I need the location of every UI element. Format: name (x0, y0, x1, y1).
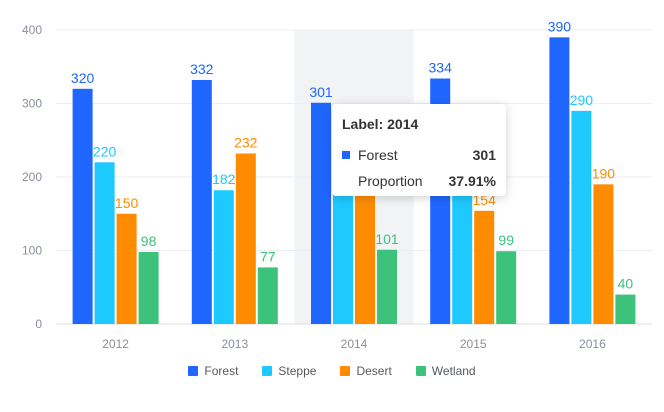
legend-swatch (262, 366, 273, 376)
data-label: 334 (429, 60, 453, 76)
tooltip-series-name: Forest (358, 147, 398, 163)
legend-swatch (340, 366, 351, 376)
legend-label: Desert (356, 364, 392, 378)
y-tick-label: 100 (22, 244, 42, 258)
bar-steppe-2013[interactable] (213, 190, 234, 324)
data-label: 232 (234, 134, 258, 150)
tooltip-proportion-label: Proportion (358, 173, 423, 189)
data-label: 332 (190, 61, 214, 77)
bar-desert-2013[interactable] (235, 153, 256, 324)
bar-forest-2012[interactable] (72, 88, 93, 324)
tooltip: Label: 2014 Forest 301 Proportion 37.91% (332, 104, 506, 196)
data-label: 150 (115, 195, 139, 211)
data-label: 220 (93, 143, 117, 159)
data-label: 99 (498, 232, 514, 248)
data-label: 320 (71, 70, 95, 86)
bar-desert-2016[interactable] (593, 184, 614, 324)
legend-label: Steppe (278, 364, 317, 378)
tooltip-series-row: Forest 301 (342, 142, 496, 168)
tooltip-proportion-row: Proportion 37.91% (342, 168, 496, 194)
legend-swatch (415, 366, 426, 376)
legend-label: Wetland (431, 364, 476, 378)
bar-forest-2014[interactable] (311, 102, 331, 324)
bar-wetland-2014[interactable] (377, 249, 397, 324)
y-tick-label: 400 (22, 23, 42, 37)
bar-desert-2014[interactable] (355, 184, 375, 324)
legend-item-wetland[interactable]: Wetland (415, 364, 476, 378)
bar-steppe-2015[interactable] (452, 184, 473, 324)
bar-forest-2016[interactable] (549, 37, 570, 324)
data-label: 40 (618, 276, 634, 292)
tooltip-proportion-value: 37.91% (448, 173, 496, 189)
bar-desert-2012[interactable] (116, 213, 137, 324)
bar-steppe-2014[interactable] (333, 184, 353, 324)
legend: Forest Steppe Desert Wetland (0, 364, 664, 378)
x-tick-label: 2013 (221, 337, 248, 351)
bar-wetland-2013[interactable] (257, 267, 278, 324)
bar-wetland-2016[interactable] (615, 294, 636, 324)
data-label: 182 (212, 171, 236, 187)
y-tick-label: 300 (22, 97, 42, 111)
bar-chart: 0 100 200 300 400 2012 2013 2014 2015 2016 320 220 1… (22, 18, 652, 351)
data-label: 190 (592, 165, 616, 181)
legend-label: Forest (204, 364, 239, 378)
x-tick-label: 2015 (460, 337, 487, 351)
data-label: 290 (570, 92, 594, 108)
data-label: 101 (375, 231, 399, 247)
bar-desert-2015[interactable] (474, 210, 495, 324)
tooltip-title: Label: 2014 (342, 116, 419, 132)
tooltip-series-swatch (342, 151, 350, 159)
bar-steppe-2016[interactable] (571, 110, 592, 324)
data-label: 301 (309, 84, 333, 100)
data-label: 98 (141, 233, 157, 249)
data-label: 77 (260, 248, 276, 264)
x-tick-label: 2012 (102, 337, 129, 351)
bar-forest-2013[interactable] (191, 79, 212, 324)
legend-item-desert[interactable]: Desert (340, 364, 392, 378)
x-tick-label: 2014 (341, 337, 368, 351)
tooltip-series-value: 301 (472, 147, 496, 163)
y-tick-label: 200 (22, 170, 42, 184)
legend-swatch (188, 366, 199, 376)
x-tick-label: 2016 (579, 337, 606, 351)
bar-wetland-2012[interactable] (138, 251, 159, 324)
y-tick-label: 0 (35, 317, 42, 331)
bar-wetland-2015[interactable] (496, 251, 517, 324)
legend-item-forest[interactable]: Forest (188, 364, 238, 378)
bar-steppe-2012[interactable] (94, 162, 115, 324)
data-label: 390 (548, 18, 572, 34)
legend-item-steppe[interactable]: Steppe (262, 364, 316, 378)
